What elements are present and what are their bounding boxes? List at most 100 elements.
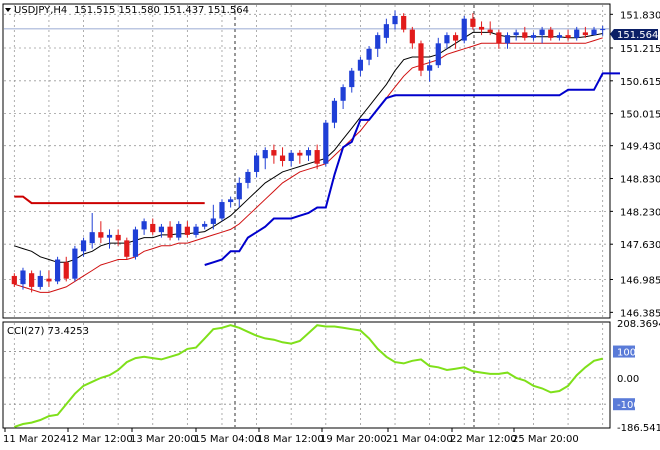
candle-bear	[418, 43, 424, 71]
candle-bear	[115, 234, 121, 241]
candle-bull	[600, 29, 606, 31]
candle-bull	[193, 226, 199, 235]
cci-level-tag	[613, 398, 635, 411]
price-panel-frame	[2, 3, 611, 319]
candle-bull	[530, 35, 537, 38]
price-tick-label: 148.830	[620, 175, 660, 186]
candle-bull	[54, 259, 61, 282]
candle-bull	[228, 199, 234, 203]
candle-bear	[452, 35, 459, 41]
candle-bull	[513, 32, 519, 36]
candle-bear	[124, 240, 130, 257]
candle-bull	[357, 59, 364, 71]
cci-level-tag	[613, 345, 635, 358]
time-tick-label: 18 Mar 12:00	[257, 434, 324, 445]
candle-bull	[349, 70, 355, 88]
ma-black-line	[14, 31, 603, 263]
candle-bull	[288, 152, 294, 161]
candle-bull	[37, 275, 43, 287]
candle-bear	[150, 223, 156, 233]
candle-bear	[11, 275, 17, 285]
candle-bear	[29, 273, 35, 287]
current-price-value: 151.564	[617, 30, 658, 41]
cci-plot	[4, 324, 609, 428]
candle-bull	[383, 24, 389, 38]
candle-bull	[72, 248, 78, 279]
price-tick-label: 146.985	[620, 276, 660, 287]
cci-tick-label: -186.5413	[617, 423, 660, 434]
candle-bull	[574, 29, 580, 38]
time-tick-label: 25 Mar 20:00	[512, 434, 579, 445]
candle-bull	[89, 232, 95, 244]
price-axis: 151.830 151.215 150.615 150.015 149.430 148.8…	[610, 10, 660, 319]
candle-bear	[98, 232, 104, 238]
candle-bear	[565, 35, 571, 38]
candle-bull	[305, 150, 312, 156]
cci-tick-label: -100	[617, 400, 640, 411]
candle-bull	[323, 122, 329, 164]
candle-bear	[470, 18, 476, 27]
cci-tick-label: 100	[617, 348, 636, 359]
price-tick-label: 151.830	[620, 10, 660, 21]
candle-bull	[158, 226, 165, 233]
price-tick-label: 150.015	[620, 110, 660, 121]
candle-bear	[409, 29, 415, 44]
candle-bull	[245, 171, 251, 183]
cci-tick-label: 208.3694	[617, 319, 660, 330]
candle-bear	[271, 150, 277, 156]
current-price-tag: 151.564	[610, 29, 658, 41]
price-tick-label: 147.630	[620, 240, 660, 251]
candle-bull	[504, 35, 511, 44]
candle-bull	[132, 229, 139, 257]
time-tick-label: 12 Mar 12:00	[66, 434, 133, 445]
candle-bull	[262, 150, 268, 159]
candle-bull	[80, 240, 87, 252]
price-tick-label: 146.385	[620, 308, 660, 319]
candle-bull	[461, 18, 467, 41]
candle-bear	[522, 32, 528, 38]
moving-averages	[14, 31, 620, 293]
candle-bull	[236, 182, 242, 200]
candle-bear	[297, 152, 303, 156]
candle-bull	[253, 155, 260, 172]
candle-bull	[331, 100, 338, 123]
candle-bear	[184, 226, 190, 235]
candle-bull	[20, 270, 26, 285]
candle-bull	[591, 29, 597, 36]
support-line	[204, 72, 620, 266]
candle-bull	[375, 35, 381, 49]
ohlc-label: 151.515 151.580 151.437 151.564	[74, 5, 249, 16]
candle-bull	[219, 202, 225, 219]
ma-red-line	[14, 37, 603, 293]
cci-tick-label: 0.00	[617, 374, 639, 385]
candle-bear	[478, 26, 485, 30]
price-tick-label: 149.430	[620, 142, 660, 153]
candle-bear	[496, 32, 502, 44]
resistance-line	[14, 195, 205, 205]
candle-bull	[202, 223, 208, 227]
time-tick-label: 11 Mar 2024	[3, 434, 66, 445]
candle-bear	[548, 29, 554, 38]
candle-bull	[539, 29, 545, 36]
candle-bull	[141, 221, 147, 230]
candle-bull	[176, 223, 182, 238]
candle-bear	[46, 278, 52, 282]
cci-axis: 208.3694 100 0.00 -100 -186.5413	[613, 319, 660, 434]
time-tick-label: 19 Mar 20:00	[320, 434, 387, 445]
time-tick-label: 22 Mar 12:00	[450, 434, 517, 445]
candle-bear	[279, 155, 286, 161]
time-tick-label: 21 Mar 04:00	[386, 434, 453, 445]
candlesticks[interactable]	[11, 10, 606, 293]
candle-bull	[366, 48, 372, 60]
candle-bear	[167, 226, 173, 238]
candle-bull	[427, 65, 433, 71]
price-tick-label: 150.615	[620, 77, 660, 88]
time-tick-label: 15 Mar 04:00	[194, 434, 261, 445]
candle-bull	[444, 35, 450, 44]
candle-bull	[556, 35, 563, 38]
symbol-dropdown-icon[interactable]	[5, 8, 11, 12]
candle-bear	[401, 15, 407, 30]
